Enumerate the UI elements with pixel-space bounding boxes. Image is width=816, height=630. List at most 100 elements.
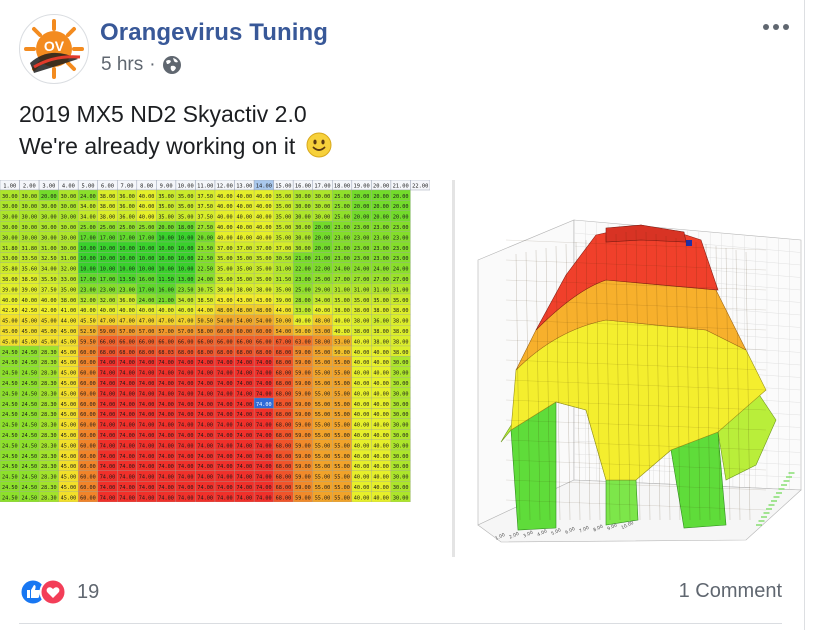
table-cell-value: 40.00 — [256, 225, 272, 231]
table-cell-value: 47.00 — [139, 319, 155, 325]
fuel-map-3d-plot-image[interactable]: 1.00 2.00 3.00 4.00 5.00 6.00 7.00 8.00 9.00 10.0… — [456, 180, 804, 557]
page-name-link[interactable]: Orangevirus Tuning — [100, 19, 329, 46]
table-cell-value: 23.00 — [80, 287, 96, 293]
table-cell-value: 24.50 — [22, 360, 38, 366]
table-cell-value: 74.00 — [119, 454, 135, 460]
table-cell-value: 55.00 — [334, 412, 350, 418]
table-cell-value: 24.00 — [373, 267, 389, 273]
table-cell-value: 30.00 — [61, 246, 77, 252]
table-cell-value: 40.00 — [354, 433, 370, 439]
table-cell-value: 35.00 — [158, 204, 174, 210]
table-cell-value: 40.00 — [373, 464, 389, 470]
table-cell-value: 55.00 — [334, 391, 350, 397]
table-cell-value: 30.00 — [295, 235, 311, 241]
surface-marker — [686, 240, 692, 246]
table-cell-value: 16.00 — [139, 277, 155, 283]
table-cell-value: 54.00 — [256, 319, 272, 325]
table-cell-value: 35.00 — [217, 277, 233, 283]
table-cell-value: 74.00 — [178, 485, 194, 491]
table-cell-value: 74.00 — [100, 381, 116, 387]
post-text-line-1: 2019 MX5 ND2 Skyactiv 2.0 — [19, 101, 307, 127]
table-cell-value: 55.00 — [315, 381, 331, 387]
table-cell-value: 74.00 — [119, 402, 135, 408]
table-cell-value: 66.00 — [158, 339, 174, 345]
table-cell-value: 59.00 — [295, 475, 311, 481]
surface-mesh-line — [635, 229, 641, 521]
more-dots-icon — [763, 24, 789, 30]
table-cell-value: 30.00 — [61, 225, 77, 231]
fuel-map-table-image[interactable]: 1.00 2.00 3.00 4.00 5.00 6.00 7.00 8.00 9.00 10.0… — [0, 180, 430, 502]
table-header-label: 7.00 — [121, 184, 134, 190]
table-cell-value: 21.00 — [295, 256, 311, 262]
table-cell-value: 40.00 — [373, 485, 389, 491]
table-cell-value: 23.00 — [295, 277, 311, 283]
table-cell-value: 45.00 — [41, 339, 57, 345]
table-cell-value: 28.30 — [41, 454, 57, 460]
more-options-button[interactable] — [760, 17, 792, 37]
table-cell-value: 45.00 — [2, 319, 18, 325]
table-cell-value: 45.00 — [2, 339, 18, 345]
table-cell-value: 17.00 — [139, 287, 155, 293]
comments-count-link[interactable]: 1 Comment — [678, 580, 782, 602]
table-cell-value: 74.00 — [100, 391, 116, 397]
table-cell-value: 32.00 — [61, 267, 77, 273]
surface-mesh-line — [505, 459, 767, 471]
post-timestamp[interactable]: 5 hrs — [101, 54, 144, 75]
table-cell-value: 60.00 — [80, 371, 96, 377]
table-cell-value: 25.00 — [334, 194, 350, 200]
table-cell-value: 35.00 — [237, 256, 253, 262]
table-cell-value: 66.00 — [217, 339, 233, 345]
table-cell-value: 63.00 — [295, 339, 311, 345]
table-header-label: 22.00 — [412, 184, 428, 190]
page-avatar[interactable]: OV — [19, 14, 89, 84]
table-cell-value: 20.00 — [393, 194, 409, 200]
table-cell-value: 40.00 — [256, 194, 272, 200]
table-cell-value: 24.50 — [2, 475, 18, 481]
table-cell-value: 35.00 — [373, 298, 389, 304]
table-cell-value: 20.00 — [393, 204, 409, 210]
table-cell-value: 68.00 — [276, 371, 292, 377]
table-cell-value: 24.00 — [139, 298, 155, 304]
table-cell-value: 30.00 — [393, 391, 409, 397]
table-cell-value: 68.00 — [276, 381, 292, 387]
reactions-summary[interactable]: 19 — [19, 578, 99, 606]
table-cell-value: 45.00 — [61, 412, 77, 418]
table-cell-value: 40.00 — [354, 381, 370, 387]
globe-icon[interactable] — [162, 55, 182, 75]
table-cell-value: 74.00 — [139, 412, 155, 418]
post-media[interactable]: 1.00 2.00 3.00 4.00 5.00 6.00 7.00 8.00 9.00 10.0… — [0, 180, 804, 557]
table-cell-value: 20.00 — [158, 225, 174, 231]
table-cell-value: 30.00 — [393, 371, 409, 377]
table-cell-value: 66.00 — [197, 339, 213, 345]
table-cell-value: 24.50 — [22, 433, 38, 439]
table-cell-value: 30.00 — [2, 194, 18, 200]
table-cell-value: 10.00 — [119, 256, 135, 262]
table-cell-value: 40.00 — [373, 360, 389, 366]
table-cell-value: 37.50 — [41, 287, 57, 293]
table-cell-value: 40.00 — [217, 215, 233, 221]
table-cell-value: 40.00 — [354, 391, 370, 397]
table-cell-value: 74.00 — [100, 464, 116, 470]
table-cell-value: 74.00 — [256, 475, 272, 481]
table-header-label: 21.00 — [393, 184, 409, 190]
surface-mesh-line — [505, 279, 767, 291]
table-cell-value: 35.00 — [178, 194, 194, 200]
table-cell-value: 20.00 — [315, 225, 331, 231]
table-cell-value: 74.00 — [158, 454, 174, 460]
table-cell-value: 28.30 — [41, 475, 57, 481]
table-cell-value: 40.00 — [22, 298, 38, 304]
table-cell-value: 74.00 — [197, 475, 213, 481]
table-cell-value: 40.00 — [119, 308, 135, 314]
surface-mesh-line — [505, 259, 767, 271]
table-header-label: 4.00 — [62, 184, 75, 190]
table-cell-value: 40.00 — [354, 412, 370, 418]
table-cell-value: 47.00 — [178, 319, 194, 325]
table-cell-value: 74.00 — [237, 381, 253, 387]
surface-mesh-line — [615, 233, 621, 521]
table-cell-value: 74.00 — [237, 475, 253, 481]
table-cell-value: 68.00 — [276, 360, 292, 366]
table-cell-value: 35.00 — [354, 298, 370, 304]
table-cell-value: 31.50 — [276, 277, 292, 283]
table-cell-value: 45.00 — [61, 464, 77, 470]
table-cell-value: 38.00 — [100, 215, 116, 221]
